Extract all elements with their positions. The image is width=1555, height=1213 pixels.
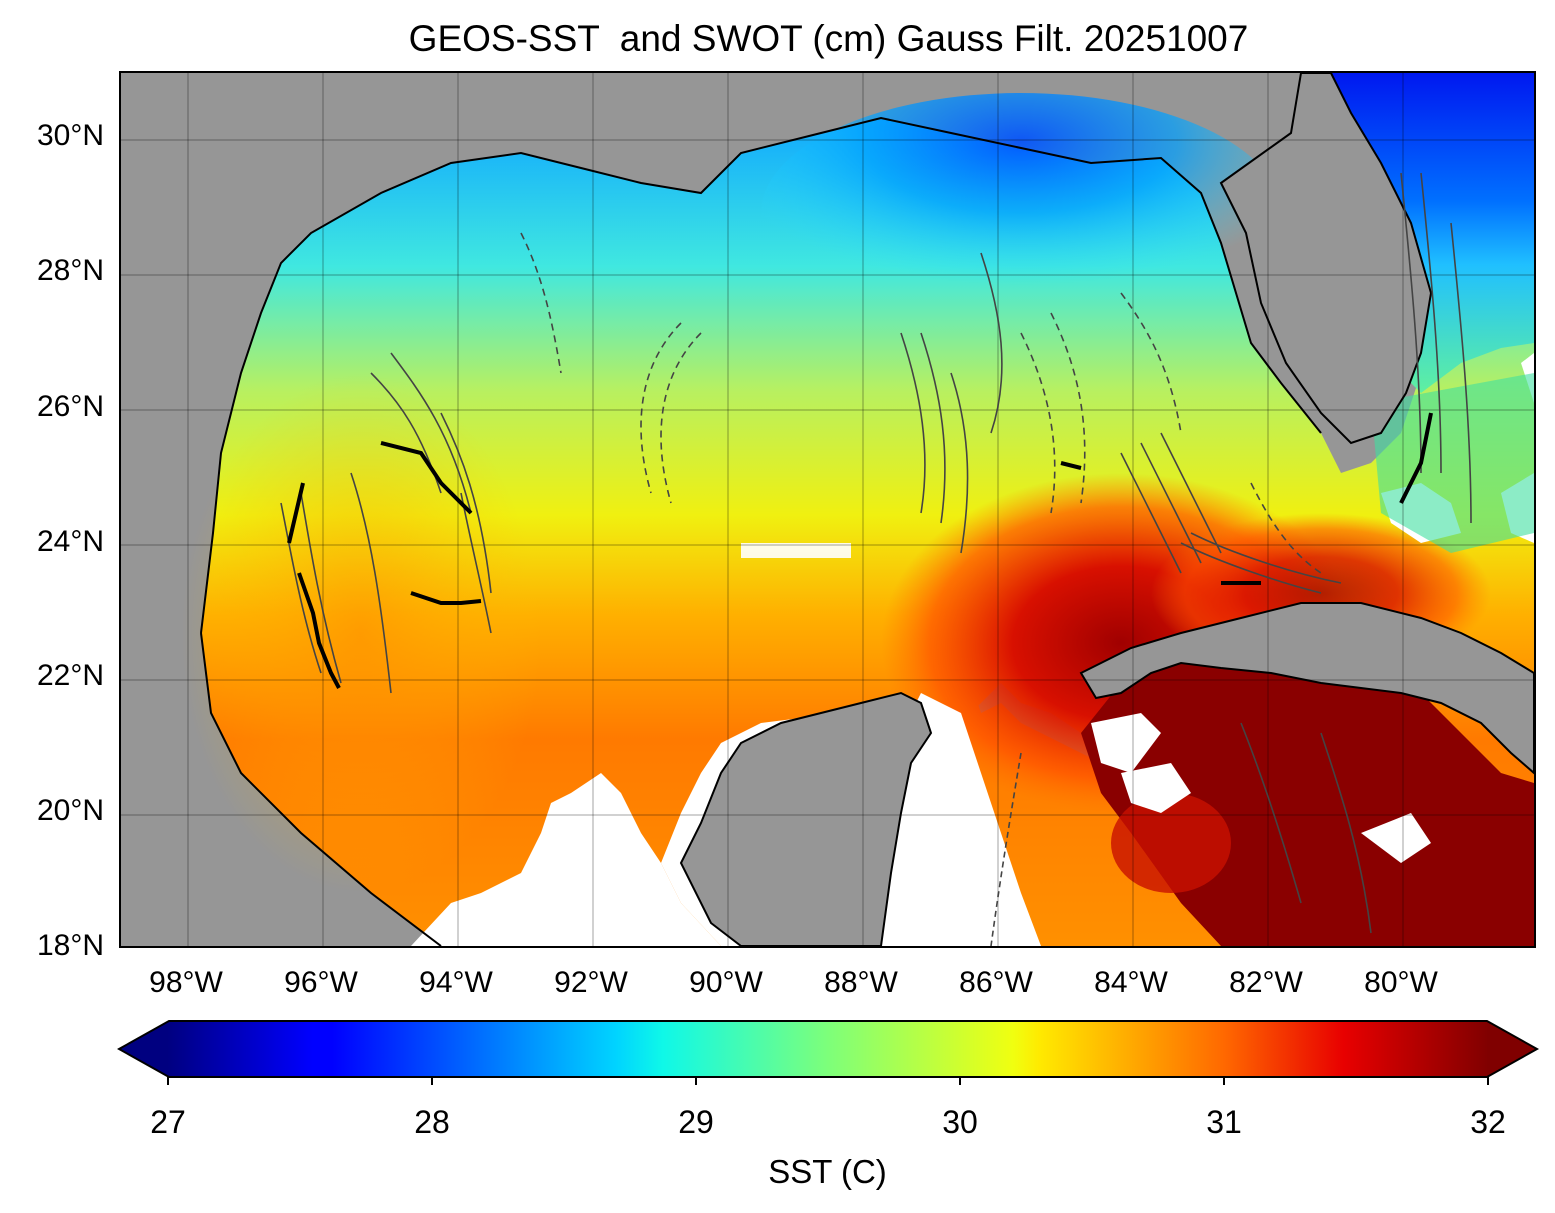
sst-map [119,71,1536,948]
lat-tick-28n: 28°N [36,254,104,287]
lon-tick-94w: 94°W [419,966,493,999]
figure-title: GEOS-SST and SWOT (cm) Gauss Filt. 20251… [408,18,1249,59]
lon-tick-92w: 92°W [554,966,628,999]
lon-tick-82w: 82°W [1229,966,1303,999]
lat-tick-18n: 18°N [36,929,104,962]
lon-tick-80w: 80°W [1364,966,1438,999]
colorbar [117,1020,1540,1085]
colorbar-tick-29: 29 [678,1104,714,1140]
no-data-caribbean [1091,713,1161,773]
swot-contours-negative [520,232,1322,574]
colorbar-ticks [167,1077,1489,1085]
swot-contours-bold [287,412,1433,689]
colorbar-tick-30: 30 [942,1104,978,1140]
colorbar-over-triangle [1487,1021,1537,1077]
colorbar-under-triangle [119,1021,169,1077]
colorbar-tick-28: 28 [414,1104,450,1140]
cuba-landmass [1079,602,1534,775]
colorbar-tick-27: 27 [150,1104,186,1140]
lon-tick-90w: 90°W [689,966,763,999]
florida-landmass [1219,73,1433,445]
no-data-south [411,773,721,946]
lat-tick-26n: 26°N [36,390,104,423]
lat-tick-22n: 22°N [36,659,104,692]
gridlines [121,73,1534,946]
lat-tick-24n: 24°N [36,525,104,558]
lon-tick-96w: 96°W [284,966,358,999]
yucatan-landmass [679,691,933,946]
colorbar-label: SST (C) [768,1153,887,1190]
west-coastline [200,632,442,946]
colorbar-gradient [167,1021,1489,1077]
lat-tick-30n: 30°N [36,119,104,152]
lon-tick-84w: 84°W [1094,966,1168,999]
lon-tick-98w: 98°W [149,966,223,999]
lon-tick-86w: 86°W [959,966,1033,999]
lat-tick-20n: 20°N [36,794,104,827]
sst-map-canvas [121,73,1534,946]
lon-tick-88w: 88°W [824,966,898,999]
colorbar-tick-31: 31 [1206,1104,1242,1140]
colorbar-tick-32: 32 [1470,1104,1506,1140]
swot-contours [280,172,1472,946]
north-coastline [200,116,1322,634]
